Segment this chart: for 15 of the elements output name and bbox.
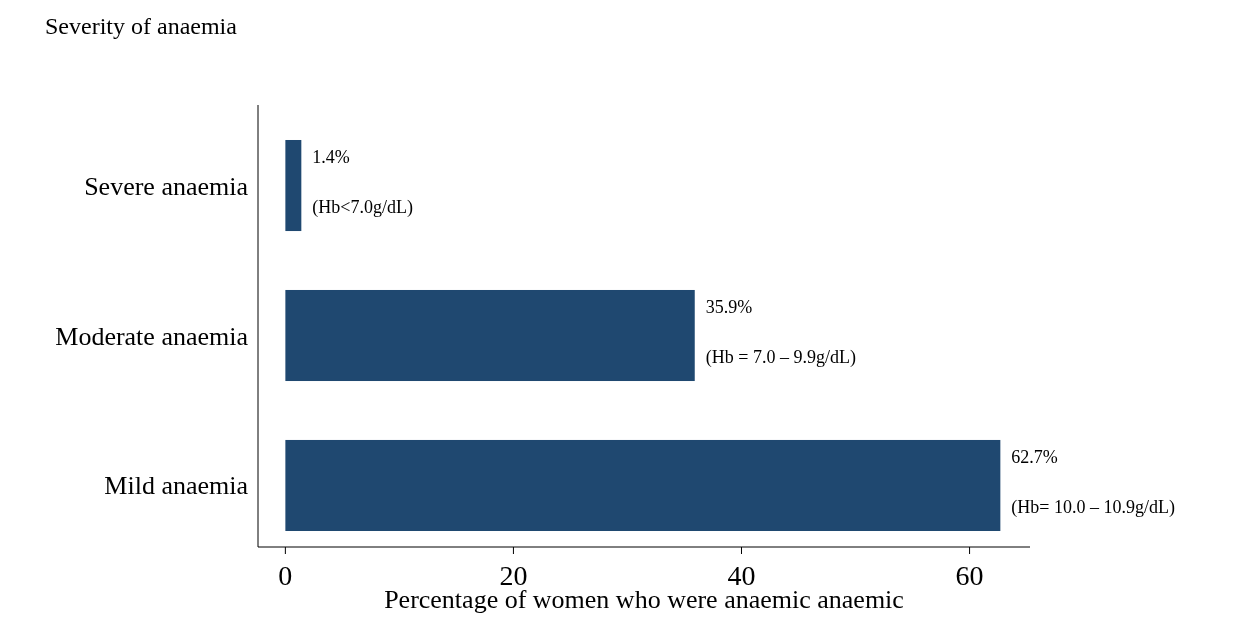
data-label: 62.7% <box>1011 446 1058 467</box>
bar <box>285 140 302 232</box>
y-tick-label: Moderate anaemia <box>55 321 249 351</box>
data-label: 35.9% <box>705 296 753 317</box>
annotation: (Hb<7.0g/dL) <box>312 197 413 218</box>
bar <box>285 289 695 382</box>
y-tick-label: Severe anaemia <box>84 171 249 201</box>
y-tick-label: Mild anaemia <box>104 471 249 501</box>
annotation: (Hb= 10.0 – 10.9g/dL) <box>1011 496 1175 518</box>
x-tick-label: 0 <box>278 560 293 591</box>
data-label: 1.4% <box>312 147 350 167</box>
bar <box>285 439 1001 531</box>
annotation: (Hb = 7.0 – 9.9g/dL) <box>705 346 856 368</box>
x-tick-label: 60 <box>955 560 984 591</box>
chart-title: Severity of anaemia <box>45 13 238 39</box>
